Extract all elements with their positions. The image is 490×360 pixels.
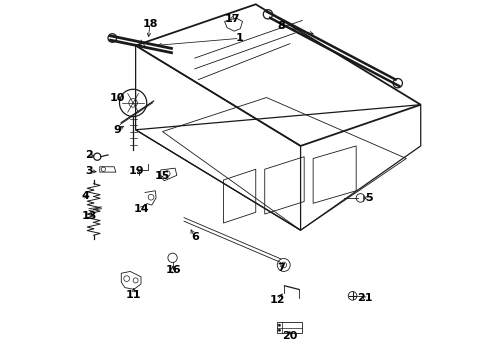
Text: 21: 21	[357, 293, 373, 303]
Text: 14: 14	[133, 204, 149, 214]
Text: 10: 10	[110, 93, 125, 103]
Text: 15: 15	[155, 171, 170, 181]
Text: 16: 16	[166, 265, 181, 275]
Text: 8: 8	[277, 21, 285, 31]
Text: 1: 1	[236, 33, 244, 43]
Text: 18: 18	[142, 19, 158, 29]
Text: 20: 20	[282, 331, 297, 341]
Text: 5: 5	[365, 193, 372, 203]
Text: 11: 11	[126, 290, 142, 300]
Text: 13: 13	[81, 211, 97, 221]
Circle shape	[278, 324, 281, 327]
Text: 7: 7	[277, 263, 285, 273]
Text: 12: 12	[270, 295, 285, 305]
Text: 19: 19	[129, 166, 145, 176]
Text: 2: 2	[85, 150, 93, 160]
Text: 17: 17	[225, 14, 240, 24]
Circle shape	[278, 329, 281, 332]
Text: 3: 3	[85, 166, 93, 176]
Text: 6: 6	[191, 232, 199, 242]
Text: 4: 4	[81, 191, 89, 201]
Text: 9: 9	[114, 125, 122, 135]
